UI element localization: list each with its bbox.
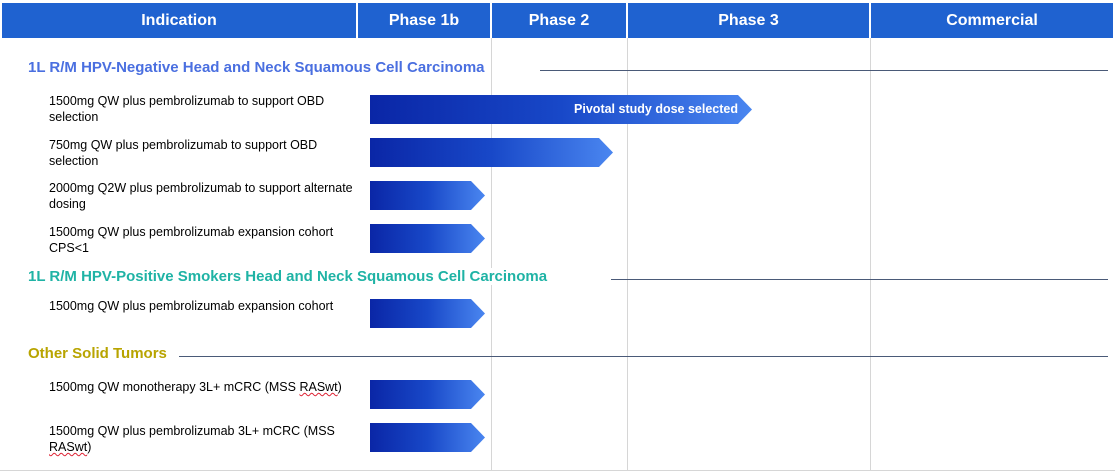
row-label: 1500mg QW plus pembrolizumab to support …	[49, 94, 325, 124]
section-divider	[611, 279, 1108, 280]
row-label: 1500mg QW plus pembrolizumab 3L+ mCRC (M…	[49, 423, 361, 455]
section-title-other-solid-tumors: Other Solid Tumors	[28, 345, 170, 362]
section-title-hpv-negative: 1L R/M HPV-Negative Head and Neck Squamo…	[28, 59, 488, 76]
progress-bar: Pivotal study dose selected	[370, 95, 752, 124]
progress-bar	[370, 380, 485, 409]
header-commercial: Commercial	[871, 3, 1113, 38]
section-divider	[540, 70, 1108, 71]
row-label: 1500mg QW plus pembrolizumab expansion c…	[49, 299, 334, 313]
progress-bar	[370, 224, 485, 253]
grid-line-phase3	[627, 38, 628, 471]
row-label-text: RASwt	[299, 380, 338, 394]
section-divider	[179, 356, 1108, 357]
row-label: 2000mg Q2W plus pembrolizumab to support…	[49, 181, 353, 211]
bar-annotation: Pivotal study dose selected	[574, 102, 738, 116]
grid-line-phase2	[491, 38, 492, 471]
row-label: 1500mg QW monotherapy 3L+ mCRC (MSS RASw…	[49, 379, 361, 395]
section-title-hpv-positive: 1L R/M HPV-Positive Smokers Head and Nec…	[28, 268, 551, 285]
row-label: 750mg QW plus pembrolizumab to support O…	[49, 138, 318, 168]
progress-bar	[370, 299, 485, 328]
progress-bar	[370, 138, 613, 167]
header-phase-1b: Phase 1b	[358, 3, 490, 38]
row-label-text: 1500mg QW plus pembrolizumab 3L+ mCRC (M…	[49, 424, 335, 438]
progress-bar	[370, 181, 485, 210]
progress-bar	[370, 423, 485, 452]
grid-line-commercial	[870, 38, 871, 471]
row-label-text: )	[87, 440, 92, 454]
header-phase-3: Phase 3	[628, 3, 869, 38]
header-indication: Indication	[2, 3, 356, 38]
header-phase-2: Phase 2	[492, 3, 626, 38]
row-label-text: )	[337, 380, 342, 394]
row-label-text: RASwt	[49, 440, 88, 454]
row-label-text: 1500mg QW monotherapy 3L+ mCRC (MSS	[49, 380, 300, 394]
row-label: 1500mg QW plus pembrolizumab expansion c…	[49, 225, 334, 255]
